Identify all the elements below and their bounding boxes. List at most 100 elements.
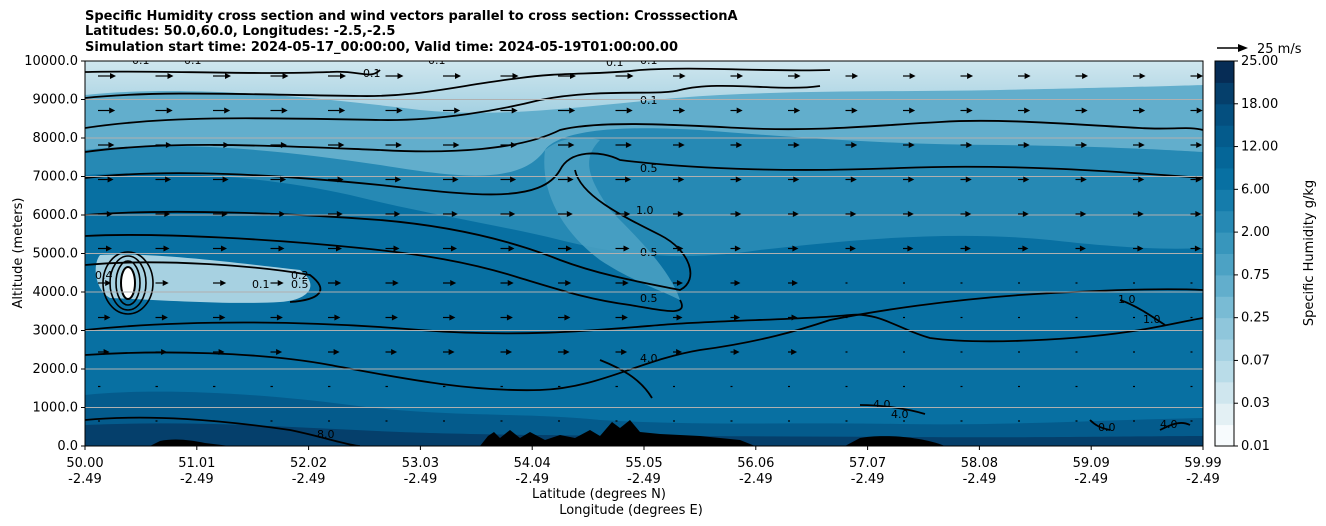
wind-vector bbox=[155, 142, 172, 148]
wind-vector bbox=[385, 245, 400, 252]
y-tick-label: 2000.0 bbox=[33, 362, 79, 377]
wind-vector bbox=[98, 314, 111, 321]
contour-labels: 0.1 0.10.10.1 0.1 0.10.10.51.00.50.54.04.04… bbox=[95, 61, 1178, 441]
colorbar-segment bbox=[1215, 189, 1234, 212]
wind-vector bbox=[903, 245, 914, 252]
wind-vector bbox=[730, 142, 743, 148]
wind-vector bbox=[673, 73, 686, 79]
wind-vector bbox=[730, 107, 743, 114]
wind-vector bbox=[270, 280, 284, 286]
x-axis-label-longitude: Longitude (degrees E) bbox=[559, 503, 703, 518]
colorbar-segment bbox=[1215, 61, 1234, 83]
wind-vector bbox=[443, 245, 457, 252]
contour-line bbox=[85, 152, 1203, 196]
wind-vector bbox=[328, 245, 342, 252]
wind-vector bbox=[615, 176, 632, 183]
wind-vector bbox=[385, 211, 401, 217]
colorbar-tick-label: 6.00 bbox=[1241, 182, 1270, 197]
wind-vector bbox=[673, 211, 684, 217]
chart-title-line-1: Specific Humidity cross section and wind… bbox=[85, 9, 738, 24]
wind-vector bbox=[673, 176, 685, 183]
x-tick-label-lon: -2.49 bbox=[963, 472, 997, 487]
wind-vector bbox=[845, 176, 857, 183]
contour-line bbox=[85, 416, 361, 446]
wind-vector bbox=[615, 107, 633, 114]
colorbar-tick-label: 2.00 bbox=[1241, 225, 1270, 240]
y-tick-label: 4000.0 bbox=[33, 285, 79, 300]
wind-vector bbox=[270, 73, 289, 79]
gridlines bbox=[85, 99, 1203, 408]
wind-vector bbox=[615, 349, 628, 355]
wind-vector bbox=[673, 280, 683, 286]
colorbar-segment bbox=[1215, 210, 1234, 233]
wind-vector bbox=[500, 211, 516, 217]
wind-vector bbox=[730, 314, 741, 321]
contour-label: 1.0 bbox=[636, 204, 654, 217]
contour-line bbox=[1119, 299, 1166, 326]
wind-vector bbox=[270, 314, 283, 321]
x-tick-label-lon: -2.49 bbox=[180, 472, 214, 487]
wind-vector bbox=[270, 245, 285, 252]
wind-vector bbox=[788, 280, 798, 286]
wind-vector bbox=[98, 176, 114, 183]
contour-label: 0.0 bbox=[1098, 421, 1116, 434]
contour-label: 0.5 bbox=[640, 246, 658, 259]
wind-vector bbox=[730, 176, 742, 183]
wind-vector bbox=[213, 176, 229, 183]
wind-vector bbox=[845, 107, 858, 114]
x-tick-label-lat: 55.05 bbox=[625, 456, 662, 471]
contour-label: 4.0 bbox=[891, 408, 909, 421]
x-tick-label-lon: -2.49 bbox=[68, 472, 102, 487]
wind-vector bbox=[385, 176, 402, 183]
y-tick-label: 5000.0 bbox=[33, 247, 79, 262]
wind-vector bbox=[1133, 211, 1144, 217]
wind-vector bbox=[558, 349, 570, 355]
terrain bbox=[150, 420, 945, 446]
colorbar-segment bbox=[1215, 253, 1234, 276]
wind-vector bbox=[960, 245, 971, 252]
colorbar-segment bbox=[1215, 381, 1234, 404]
wind-vector bbox=[903, 107, 916, 114]
wind-vector bbox=[443, 349, 455, 355]
colorbar-tick-label: 18.00 bbox=[1241, 97, 1278, 112]
y-tick-label: 1000.0 bbox=[33, 401, 79, 416]
colorbar-segment bbox=[1215, 125, 1234, 148]
wind-vector bbox=[558, 142, 575, 148]
wind-vector bbox=[1075, 107, 1088, 114]
contour-label: 0.1 bbox=[252, 278, 270, 291]
wind-vector bbox=[1133, 142, 1145, 148]
wind-vector bbox=[385, 73, 404, 79]
colorbar-segment bbox=[1215, 339, 1234, 361]
wind-vector bbox=[1018, 73, 1031, 79]
wind-vector bbox=[270, 107, 288, 114]
contour-label: 0.5 bbox=[640, 162, 658, 175]
wind-vector bbox=[788, 107, 801, 114]
wind-vector bbox=[960, 211, 972, 217]
wind-vector bbox=[673, 107, 686, 114]
wind-vector bbox=[213, 349, 225, 355]
wind-vector bbox=[443, 107, 461, 114]
wind-vector bbox=[903, 176, 915, 183]
wind-vector bbox=[500, 73, 519, 79]
wind-vector bbox=[615, 211, 631, 217]
colorbar-segment bbox=[1215, 82, 1234, 105]
wind-vector bbox=[730, 280, 741, 286]
wind-vector bbox=[1133, 245, 1144, 252]
x-tick-label-lon: -2.49 bbox=[515, 472, 549, 487]
x-axis: 50.00-2.4951.01-2.4952.02-2.4953.03-2.49… bbox=[66, 446, 1222, 487]
y-tick-label: 10000.0 bbox=[24, 54, 78, 69]
wind-vector bbox=[615, 245, 630, 252]
wind-vector bbox=[903, 211, 914, 217]
contour-label: 4.0 bbox=[873, 398, 891, 411]
wind-vector bbox=[558, 280, 572, 286]
contour-line bbox=[85, 69, 381, 76]
wind-vector bbox=[1018, 245, 1029, 252]
wind-vector bbox=[328, 107, 346, 114]
x-tick-label-lon: -2.49 bbox=[404, 472, 438, 487]
wind-vector bbox=[500, 245, 515, 252]
wind-vector bbox=[730, 211, 742, 217]
wind-vector bbox=[98, 107, 116, 114]
contour-line bbox=[1159, 422, 1191, 431]
contour-line bbox=[599, 359, 653, 399]
